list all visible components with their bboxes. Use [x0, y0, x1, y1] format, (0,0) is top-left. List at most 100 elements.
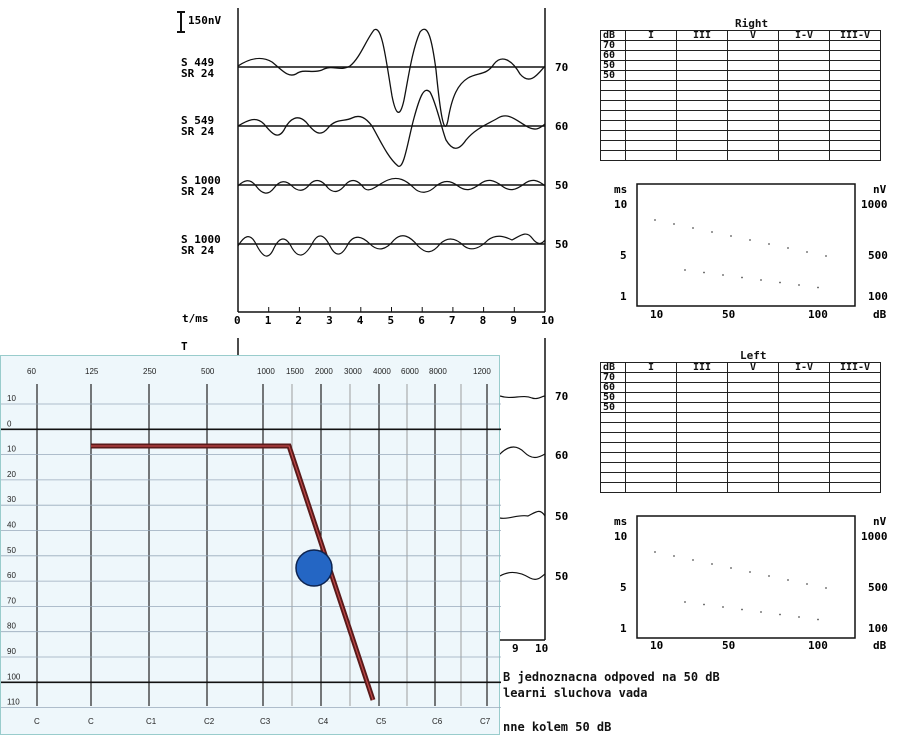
audiogram-db-label: 10 [7, 445, 16, 454]
latency-dot [787, 247, 789, 249]
time-tick-label: 2 [295, 314, 302, 327]
time-tick-label: 8 [480, 314, 487, 327]
cell [829, 40, 881, 51]
audiogram-db-label: 20 [7, 470, 16, 479]
time-tick-label: 1 [265, 314, 272, 327]
latency-dot [741, 276, 743, 279]
row-db: 60 [600, 382, 626, 393]
table-row: 50 [600, 402, 881, 413]
latency-left-tick-5: 5 [620, 581, 627, 594]
time-tick-label: 5 [388, 314, 395, 327]
header-db: dB [600, 30, 626, 41]
lower-trace-3 [499, 510, 546, 520]
time-tick-label: 4 [357, 314, 364, 327]
latency-left-tick-1: 1 [620, 622, 627, 635]
audiogram-freq-label: 6000 [401, 367, 419, 376]
latency-right-nv-unit: nV [873, 183, 887, 196]
cell [625, 50, 677, 61]
audiogram-grid [1, 384, 501, 709]
table-row: 50 [600, 70, 881, 81]
table-row: 60 [600, 382, 881, 393]
trace-3-s-label: S 1000 [181, 174, 221, 187]
trace-1-level: 70 [555, 61, 568, 74]
audiogram-freq-label: 4000 [373, 367, 391, 376]
table-row: 60 [600, 50, 881, 61]
cell [625, 70, 677, 81]
latency-dot [779, 613, 781, 616]
table-row [600, 80, 881, 91]
row-db [600, 140, 626, 151]
cell [676, 70, 728, 81]
time-tick-label: 10 [541, 314, 554, 327]
audiogram-note-label: C [88, 717, 94, 726]
row-db [600, 130, 626, 141]
cell [727, 70, 779, 81]
latency-dot [779, 281, 781, 284]
latency-right-x-tick-100: 100 [808, 308, 828, 321]
trace-4-level: 50 [555, 238, 568, 251]
table-row [600, 472, 881, 483]
table-header-row: dB I III V I-V III-V [600, 30, 881, 41]
latency-dot [768, 575, 770, 577]
header-iii-v: III-V [829, 362, 881, 373]
audiogram-db-label: 60 [7, 571, 16, 580]
cell [778, 40, 830, 51]
audiogram-freq-label: 250 [143, 367, 157, 376]
header-db: dB [600, 362, 626, 373]
latency-left-x-tick-50: 50 [722, 639, 735, 652]
latency-dot [760, 611, 762, 613]
left-table-title: Left [740, 349, 767, 362]
table-row [600, 110, 881, 121]
latency-dot [806, 583, 808, 585]
latency-dot [730, 567, 732, 569]
note-line-1: B jednoznacna odpoved na 50 dB [503, 670, 720, 684]
latency-dot [684, 601, 686, 603]
latency-dot [760, 279, 762, 281]
latency-left-tick-10: 10 [614, 530, 627, 543]
audiogram-note-label: C7 [480, 717, 491, 726]
lower-trace-2-level: 60 [555, 449, 568, 462]
latency-right-tick-1: 1 [620, 290, 627, 303]
trace-4-waveform [237, 233, 546, 257]
table-row: 70 [600, 40, 881, 51]
audiogram-note-label: C1 [146, 717, 157, 726]
lower-trace-3-level: 50 [555, 510, 568, 523]
table-row: 50 [600, 392, 881, 403]
latency-left-ms-unit: ms [614, 515, 627, 528]
latency-dot [730, 235, 732, 237]
latency-left-x-unit: dB [873, 639, 887, 652]
latency-left-tick-100: 100 [868, 622, 888, 635]
trace-2-s-label: S 549 [181, 114, 214, 127]
audiogram-note-label: C2 [204, 717, 215, 726]
latency-right-tick-1000: 1000 [861, 198, 888, 211]
table-row: 50 [600, 60, 881, 71]
header-i: I [625, 362, 677, 373]
audiogram-freq-label: 3000 [344, 367, 362, 376]
cell [778, 60, 830, 71]
latency-left-x-tick-100: 100 [808, 639, 828, 652]
table-header-row: dB I III V I-V III-V [600, 362, 881, 373]
lower-trace-4-level: 50 [555, 570, 568, 583]
latency-dot [722, 274, 724, 276]
table-row [600, 412, 881, 423]
table-row [600, 432, 881, 443]
latency-left-x-tick-10: 10 [650, 639, 663, 652]
latency-dot [722, 606, 724, 608]
lower-trace-2 [499, 446, 546, 459]
audiogram-note-label: C4 [318, 717, 329, 726]
latency-right-dots [654, 219, 827, 289]
time-tick-label: 6 [418, 314, 425, 327]
trace-4-sr-label: SR 24 [181, 244, 214, 257]
audiogram-freq-label: 1000 [257, 367, 275, 376]
latency-dot [749, 239, 751, 241]
audiogram-note-label: C5 [376, 717, 387, 726]
table-row [600, 100, 881, 111]
time-ticks: 0 1 2 3 4 5 6 7 8 9 10 [234, 307, 554, 327]
header-iii-v: III-V [829, 30, 881, 41]
row-db [600, 120, 626, 131]
latency-dot [711, 563, 713, 565]
cell [727, 40, 779, 51]
row-db: 50 [600, 402, 626, 413]
